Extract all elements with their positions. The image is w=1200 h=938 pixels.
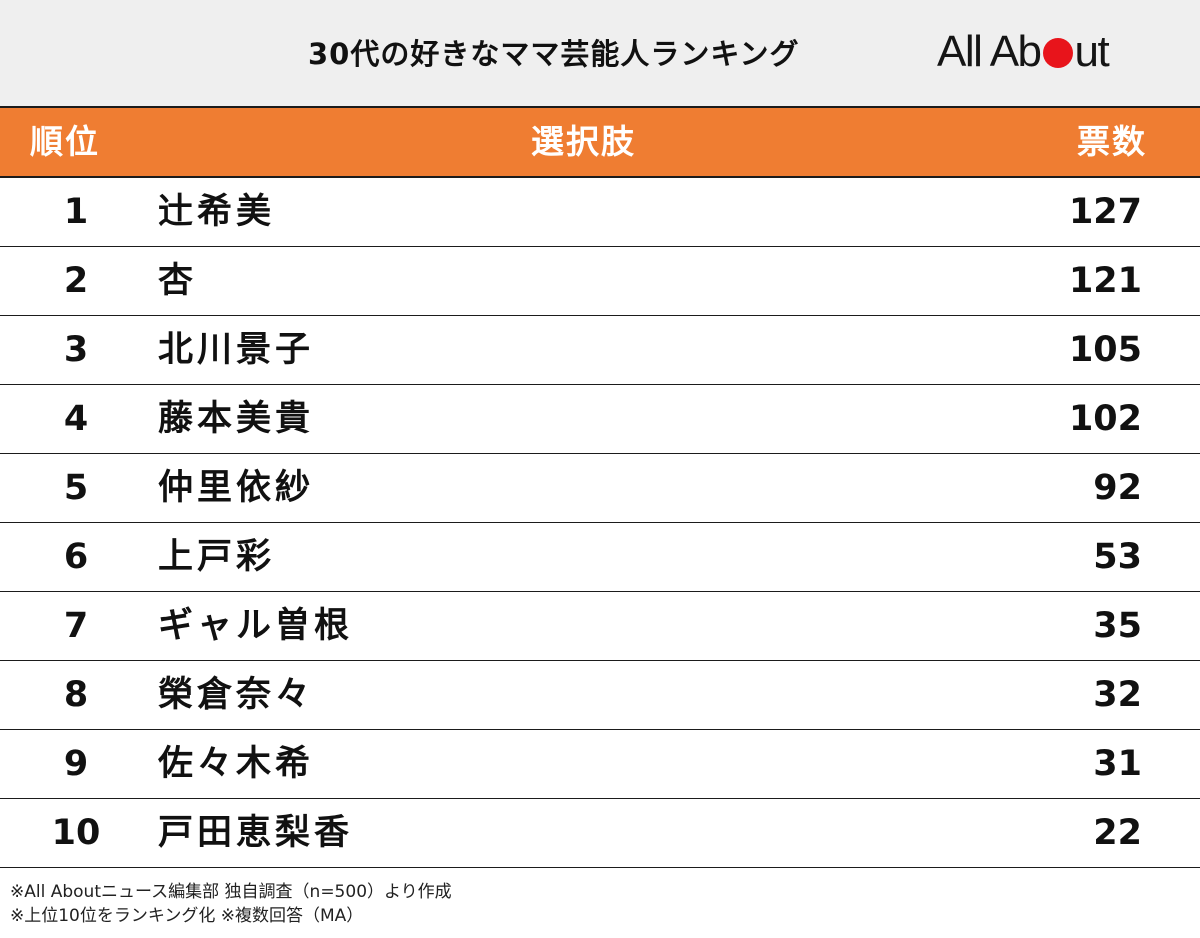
header-votes: 票数 (1077, 122, 1147, 161)
name-cell: 戸田恵梨香 (158, 813, 354, 853)
name-cell: 榮倉奈々 (158, 675, 315, 715)
votes-cell: 102 (1068, 399, 1142, 439)
logo-text-end: ut (1074, 27, 1110, 76)
name-cell: 藤本美貴 (158, 399, 315, 439)
votes-cell: 127 (1068, 192, 1142, 232)
votes-cell: 121 (1068, 261, 1142, 301)
table-row: 6 上戸彩 53 (0, 523, 1200, 592)
table-row: 10 戸田恵梨香 22 (0, 799, 1200, 868)
rank-cell: 7 (63, 606, 89, 646)
rank-cell: 5 (63, 468, 89, 508)
title-band: 30代の好きなママ芸能人ランキング All Ab ut (0, 0, 1200, 106)
votes-cell: 92 (1093, 468, 1142, 508)
table-body: 1 辻希美 127 2 杏 121 3 北川景子 105 4 藤本美貴 10 2 … (0, 178, 1200, 868)
rank-cell: 10 (51, 813, 101, 853)
votes-cell: 31 (1093, 744, 1142, 784)
table-row: 2 杏 121 (0, 247, 1200, 316)
rank-cell: 8 (63, 675, 89, 715)
rank-cell: 9 (63, 744, 89, 784)
name-cell: 杏 (158, 261, 198, 301)
table-row: 3 北川景子 105 (0, 316, 1200, 385)
votes-cell: 53 (1093, 537, 1142, 577)
name-cell: 北川景子 (158, 330, 315, 370)
header-choice: 選択肢 (531, 122, 636, 161)
votes-cell: 105 (1068, 330, 1142, 370)
table-row: 5 仲里依紗 92 (0, 454, 1200, 523)
rank-cell: 3 (63, 330, 89, 370)
rank-cell: 6 (63, 537, 89, 577)
table-row: 1 辻希美 127 (0, 178, 1200, 247)
allabout-logo: All Ab ut (937, 27, 1110, 76)
rank-cell: 4 (63, 399, 89, 439)
footnote-method: ※上位10位をランキング化 ※複数回答（MA） (10, 906, 364, 926)
table-header: 順位 選択肢 票数 (0, 106, 1200, 178)
votes-cell: 22 (1093, 813, 1142, 853)
votes-cell: 32 (1093, 675, 1142, 715)
rank-cell: 2 (63, 261, 89, 301)
chart-title: 30代の好きなママ芸能人ランキング (308, 37, 800, 71)
header-rank: 順位 (30, 122, 100, 161)
footnotes: ※All Aboutニュース編集部 独自調査（n=500）より作成 ※上位10位… (10, 880, 452, 928)
name-cell: 仲里依紗 (158, 468, 315, 508)
name-cell: 辻希美 (158, 192, 276, 232)
table-row: 4 藤本美貴 102 (0, 385, 1200, 454)
name-cell: ギャル曽根 (158, 606, 354, 646)
logo-text-start: All Ab (937, 27, 1042, 76)
name-cell: 上戸彩 (158, 537, 276, 577)
table-row: 9 佐々木希 31 (0, 730, 1200, 799)
table-row: 7 ギャル曽根 35 (0, 592, 1200, 661)
rank-cell: 1 (63, 192, 89, 232)
table-row: 8 榮倉奈々 32 (0, 661, 1200, 730)
footnote-source: ※All Aboutニュース編集部 独自調査（n=500）より作成 (10, 882, 452, 902)
votes-cell: 35 (1093, 606, 1142, 646)
logo-red-dot (1042, 38, 1073, 68)
name-cell: 佐々木希 (158, 744, 315, 784)
